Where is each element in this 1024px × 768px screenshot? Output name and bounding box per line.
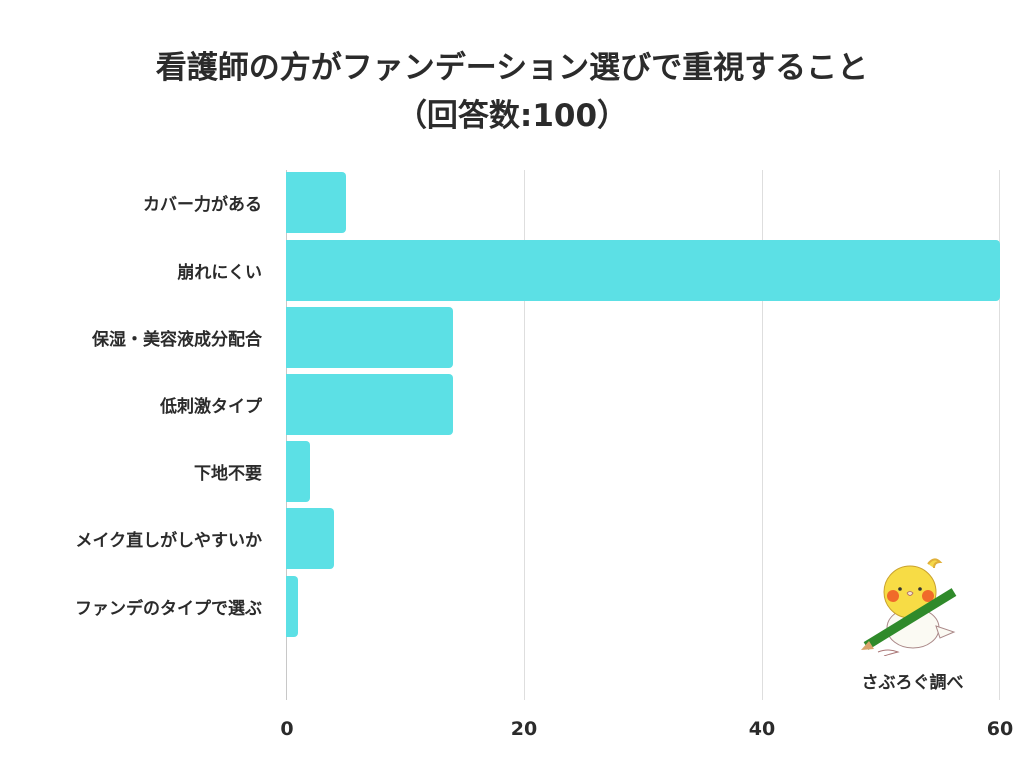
gridline-40 <box>762 170 763 700</box>
bar <box>286 576 298 637</box>
bar <box>286 240 1000 301</box>
bar <box>286 441 310 502</box>
category-label: カバー力がある <box>143 195 262 215</box>
gridline-60 <box>999 170 1000 700</box>
gridline-20 <box>524 170 525 700</box>
x-tick-20: 20 <box>510 718 538 740</box>
bird-mascot-icon <box>861 558 957 656</box>
category-label: 低刺激タイプ <box>160 397 262 417</box>
plot-area <box>286 170 1000 700</box>
bar <box>286 172 346 233</box>
y-axis-line <box>286 170 287 700</box>
category-label: 崩れにくい <box>177 263 262 283</box>
category-label: 保湿・美容液成分配合 <box>92 330 262 350</box>
bar <box>286 374 453 435</box>
category-label: 下地不要 <box>194 464 262 484</box>
bar <box>286 307 453 368</box>
category-label: ファンデのタイプで選ぶ <box>75 599 262 619</box>
x-tick-60: 60 <box>986 718 1014 740</box>
bar <box>286 508 334 569</box>
category-label: メイク直しがしやすいか <box>75 531 263 551</box>
x-tick-40: 40 <box>748 718 776 740</box>
chart-title: 看護師の方がファンデーション選びで重視すること <box>155 50 869 86</box>
x-tick-0: 0 <box>280 718 294 740</box>
source-credit: さぶろぐ調べ <box>861 673 964 693</box>
chart-subtitle: （回答数:100） <box>395 98 629 134</box>
